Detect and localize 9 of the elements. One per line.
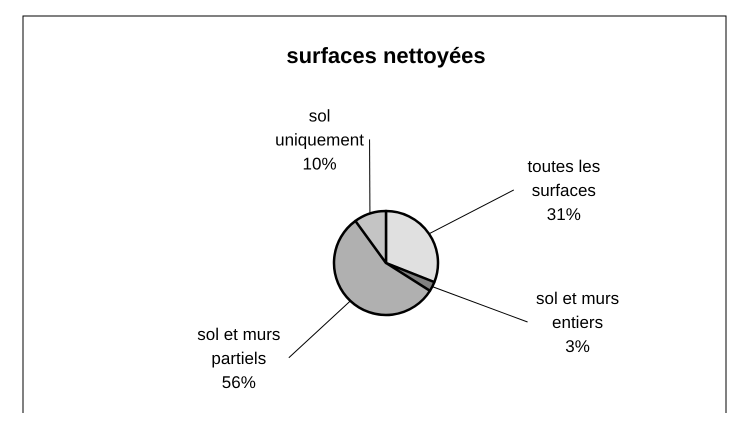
slice-label: toutes les surfaces bbox=[527, 156, 600, 200]
chart-title: surfaces nettoyées bbox=[286, 43, 486, 68]
slice-label: sol et murs entiers bbox=[536, 289, 620, 332]
data-label: 56% bbox=[222, 372, 256, 392]
slice-label: sol uniquement bbox=[275, 106, 364, 150]
data-label: 10% bbox=[302, 154, 337, 174]
slice-label: sol et murs partiels bbox=[197, 324, 280, 368]
data-label: 31% bbox=[546, 204, 581, 224]
data-label: 3% bbox=[565, 337, 590, 356]
